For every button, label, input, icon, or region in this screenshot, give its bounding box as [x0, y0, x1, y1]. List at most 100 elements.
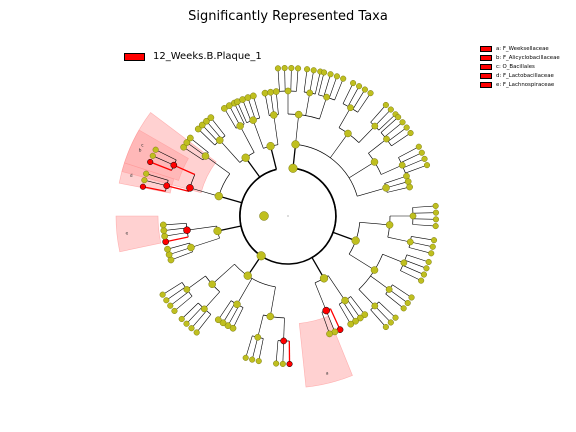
- clade-letter: a: [326, 372, 329, 377]
- branch-line: [408, 247, 432, 254]
- branch-line: [253, 95, 261, 119]
- taxon-node: [408, 294, 415, 301]
- branch-line: [338, 304, 351, 325]
- enriched-node: [147, 158, 154, 166]
- taxon-node: [241, 153, 250, 162]
- branch-line: [229, 105, 241, 127]
- taxon-node: [236, 122, 244, 130]
- branch-line: [282, 340, 284, 364]
- taxon-node: [256, 251, 266, 261]
- branch-line: [252, 120, 264, 149]
- branch-line: [191, 310, 207, 329]
- branch-line: [198, 128, 215, 146]
- branch-arc: [295, 144, 358, 197]
- taxon-node: [409, 212, 417, 220]
- taxon-node: [183, 139, 191, 146]
- taxon-node: [164, 245, 171, 253]
- taxon-node: [425, 258, 432, 266]
- taxa-legend-swatch: [480, 63, 492, 70]
- taxon-node: [224, 322, 232, 329]
- branch-line: [350, 296, 366, 315]
- branch-line: [167, 242, 190, 250]
- taxon-node: [421, 155, 428, 162]
- taxon-node: [288, 64, 295, 72]
- taxon-node: [423, 162, 431, 169]
- branch-arc: [287, 113, 320, 120]
- branch-line: [380, 116, 399, 133]
- branch-line: [165, 236, 189, 243]
- taxon-node: [249, 116, 257, 124]
- taxon-node: [266, 141, 275, 151]
- branch-line: [321, 312, 330, 335]
- taxa-legend-label: d: F_Lactobacillaceae: [496, 73, 554, 80]
- branch-line: [387, 236, 411, 243]
- taxon-node: [152, 146, 159, 153]
- taxon-node: [432, 202, 439, 209]
- branch-line: [370, 309, 387, 328]
- taxon-node: [160, 227, 168, 234]
- taxon-node: [274, 65, 281, 72]
- branch-line: [152, 155, 174, 166]
- taxon-node: [382, 323, 389, 331]
- branch-line: [314, 282, 327, 311]
- taxon-node: [404, 299, 411, 307]
- branch-line: [242, 99, 252, 122]
- enriched-node: [286, 360, 293, 368]
- taxon-node: [430, 237, 438, 244]
- branch-line: [412, 224, 436, 227]
- taxon-node: [159, 221, 167, 229]
- taxon-node: [149, 152, 156, 159]
- clade-letter: d: [130, 173, 133, 179]
- taxa-legend-item: e: F_Lachnospiraceae: [480, 81, 560, 90]
- taxon-node: [344, 129, 352, 138]
- taxon-node: [295, 65, 302, 72]
- branch-line: [392, 284, 412, 298]
- taxon-node: [288, 163, 298, 173]
- branch-line: [412, 205, 436, 208]
- taxon-node: [255, 358, 262, 365]
- branch-line: [398, 146, 419, 158]
- taxon-node: [213, 226, 222, 236]
- taxa-legend-swatch: [480, 54, 492, 61]
- taxon-node: [319, 274, 329, 283]
- taxon-node: [214, 316, 222, 324]
- branch-line: [166, 185, 190, 192]
- branch-line: [305, 92, 311, 116]
- taxon-node: [370, 158, 379, 166]
- taxon-node: [385, 221, 394, 229]
- taxon-node: [143, 170, 150, 177]
- branch-line: [189, 187, 219, 197]
- branch-line: [347, 86, 360, 107]
- taxon-node: [167, 302, 174, 309]
- branch-line: [342, 82, 354, 104]
- branch-line: [204, 291, 220, 310]
- branch-line: [405, 164, 428, 174]
- taxon-node: [233, 300, 241, 309]
- branch-line: [163, 227, 187, 231]
- taxon-node: [382, 101, 389, 109]
- taxon-node: [242, 354, 249, 361]
- taxon-node: [356, 83, 363, 90]
- branch-line: [384, 122, 403, 138]
- taxon-node: [273, 360, 280, 367]
- branch-line: [270, 92, 275, 116]
- branch-arc: [292, 167, 337, 259]
- enriched-node: [139, 183, 146, 190]
- branch-line: [381, 164, 403, 175]
- enriched-node: [162, 238, 170, 246]
- branch-line: [384, 175, 407, 184]
- branch-line: [275, 91, 279, 115]
- branch-line: [290, 68, 292, 92]
- branch-line: [382, 253, 405, 264]
- branch-line: [245, 335, 253, 358]
- branch-line: [328, 275, 346, 301]
- taxon-node: [306, 89, 314, 97]
- branch-line: [338, 107, 351, 128]
- taxon-node: [418, 277, 425, 284]
- branch-line: [275, 340, 279, 364]
- taxon-node: [387, 106, 394, 113]
- clade-letter: c: [141, 143, 144, 148]
- branch-line: [174, 295, 193, 312]
- branch-line: [236, 278, 253, 305]
- branch-line: [402, 265, 425, 275]
